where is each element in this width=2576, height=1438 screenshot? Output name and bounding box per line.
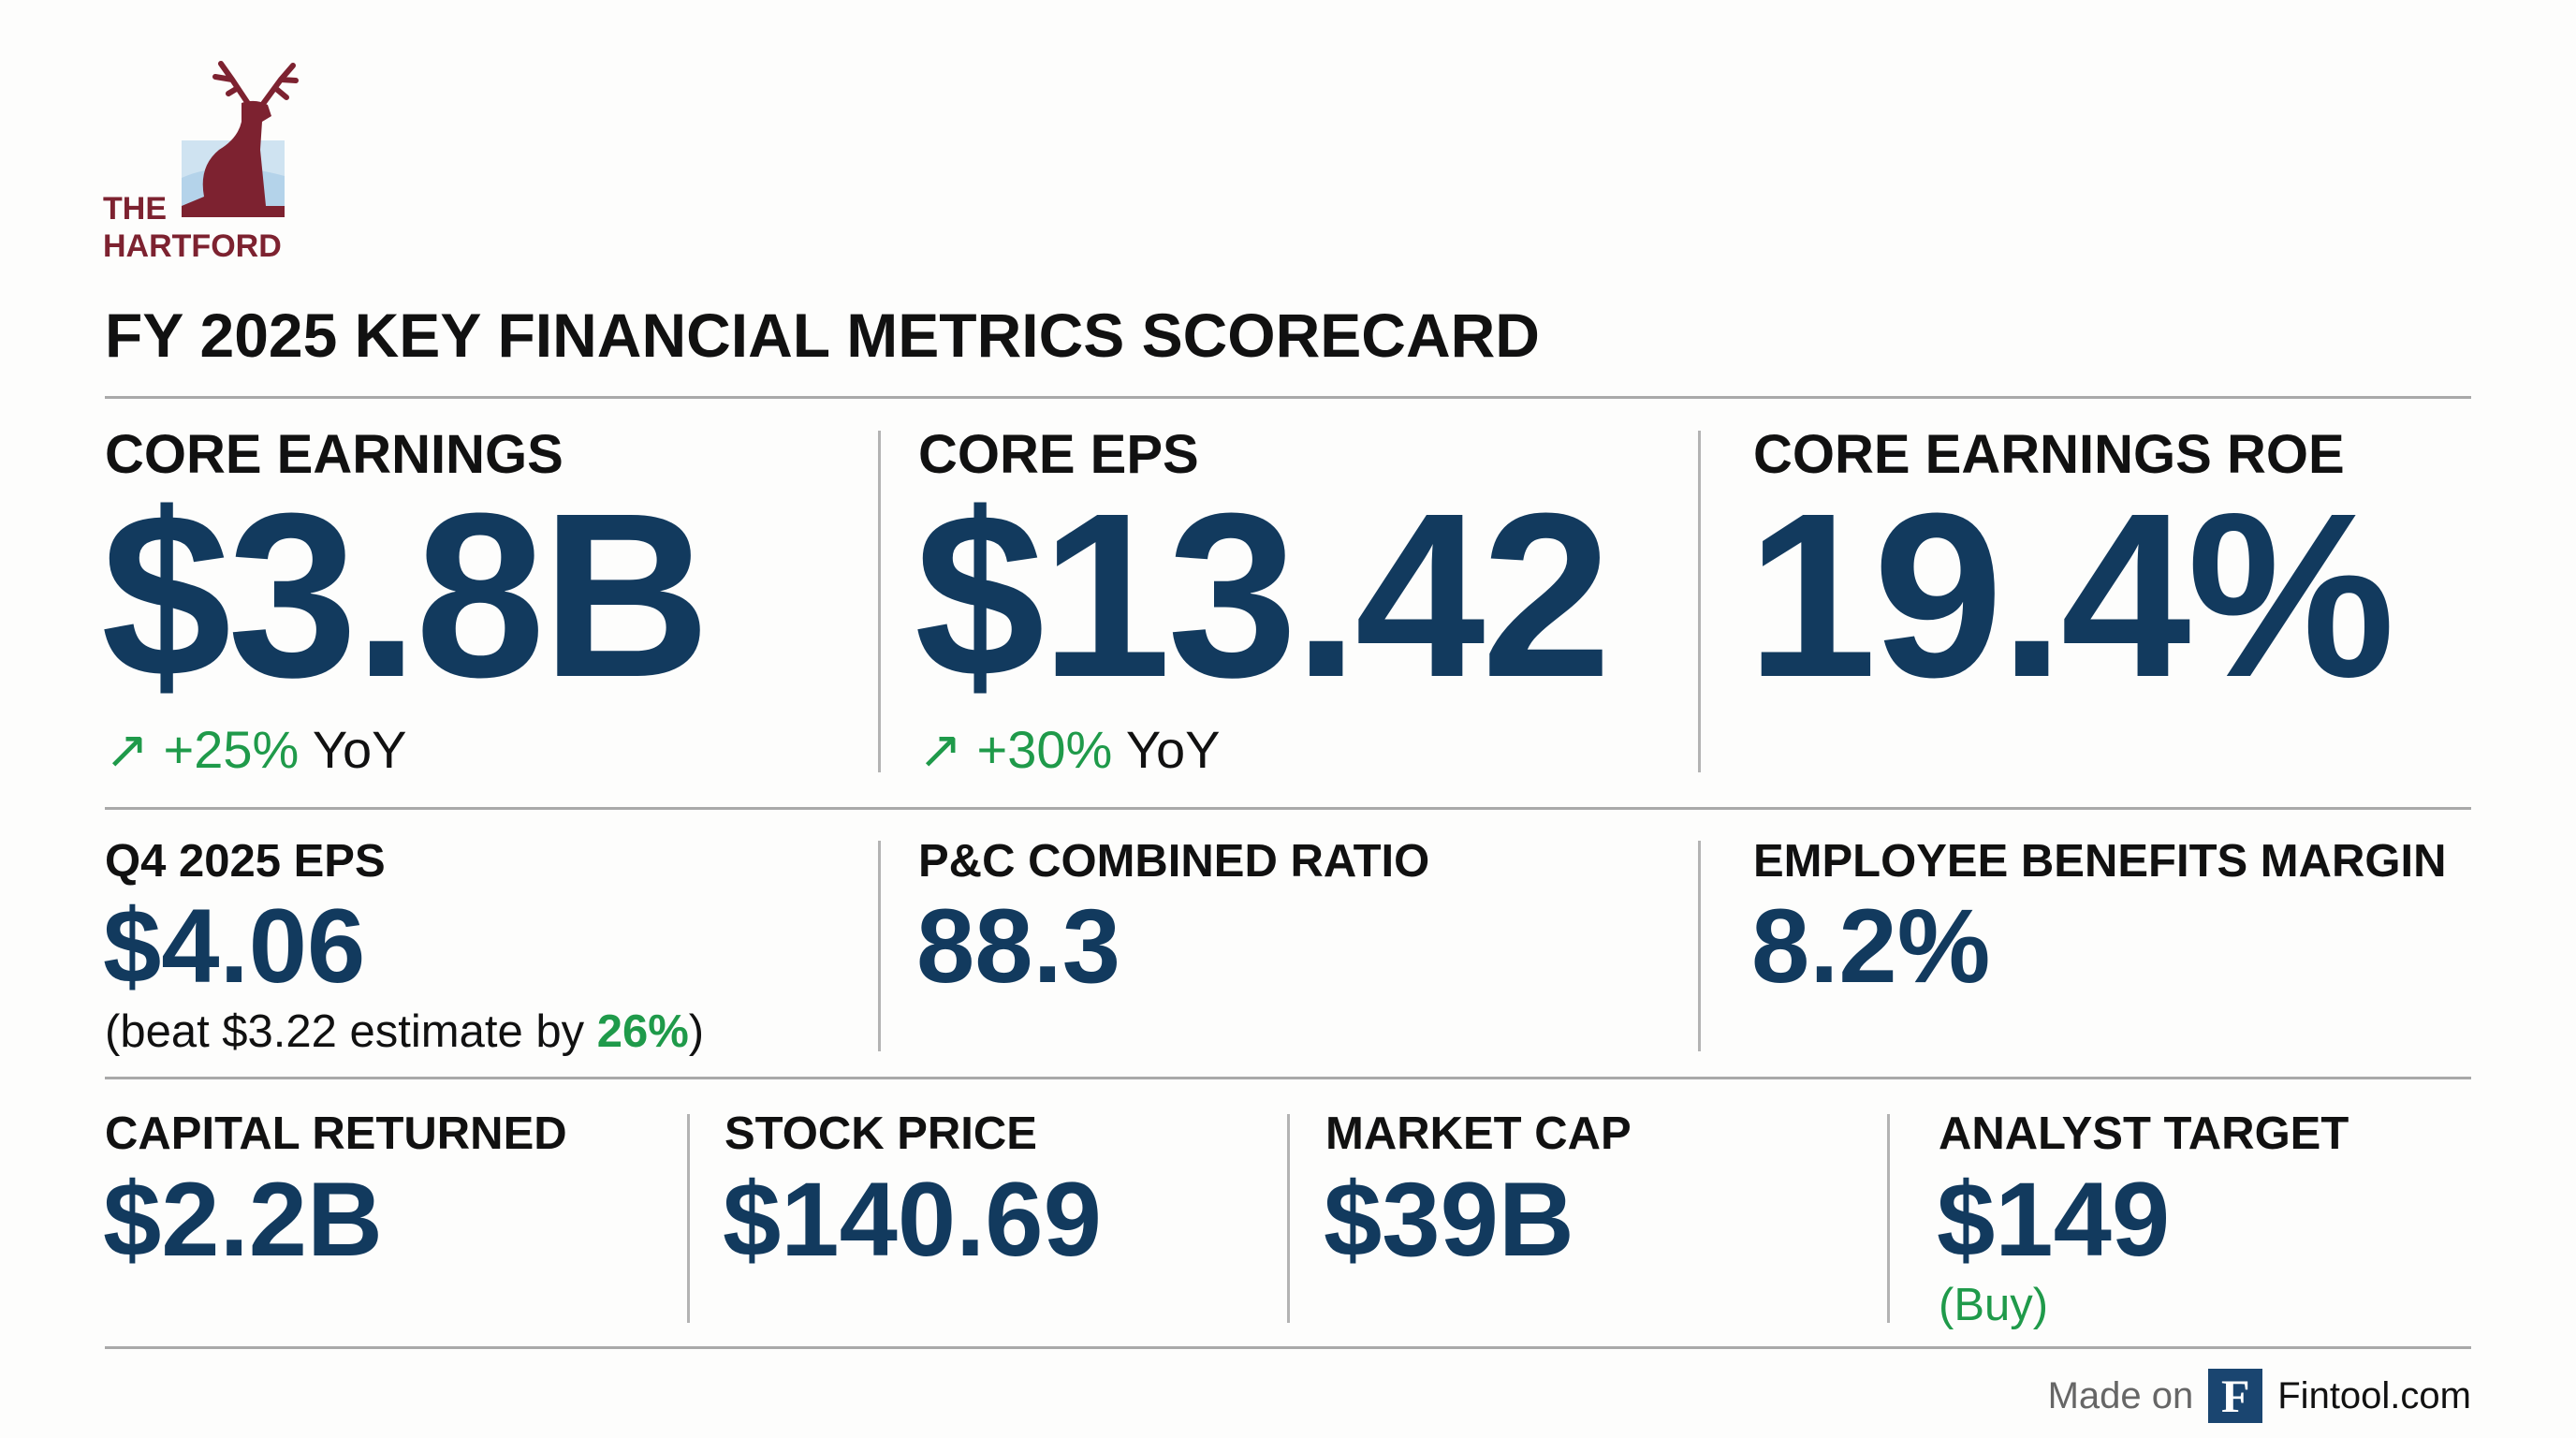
metric-note: (beat $3.22 estimate by 26%)	[105, 1006, 705, 1058]
hartford-logo: THE HARTFORD	[101, 56, 316, 271]
metric-value: 19.4%	[1747, 464, 2395, 726]
metric-value: $13.42	[915, 464, 1612, 726]
logo-text-hartford: HARTFORD	[103, 228, 282, 264]
metric-value: 8.2%	[1751, 888, 1991, 1005]
metric-value: $140.69	[723, 1161, 1102, 1278]
metric-value: $39B	[1324, 1161, 1574, 1278]
divider	[1698, 841, 1701, 1051]
footer-attribution: Made on F Fintool.com	[2048, 1369, 2471, 1423]
divider	[687, 1114, 690, 1323]
metric-value: $149	[1937, 1161, 2171, 1278]
note-highlight: 26%	[596, 1006, 689, 1057]
metric-label: STOCK PRICE	[724, 1108, 1037, 1159]
divider	[105, 396, 2471, 399]
arrow-up-right-icon: ↗	[918, 720, 962, 779]
logo-text-the: THE	[103, 191, 167, 227]
note-text: )	[688, 1006, 705, 1057]
note-text: (beat $3.22 estimate by	[105, 1006, 597, 1057]
divider	[105, 807, 2471, 810]
metric-value: 88.3	[916, 888, 1120, 1005]
divider	[878, 431, 881, 772]
divider	[1287, 1114, 1290, 1323]
metric-label: CAPITAL RETURNED	[105, 1108, 567, 1159]
change-value: +30%	[976, 720, 1113, 779]
analyst-rating: (Buy)	[1939, 1280, 2049, 1330]
change-value: +25%	[163, 720, 300, 779]
metric-label: CORE EARNINGS	[105, 424, 564, 485]
metric-label: Q4 2025 EPS	[105, 836, 386, 887]
metric-value: $2.2B	[103, 1161, 383, 1278]
arrow-up-right-icon: ↗	[105, 720, 149, 779]
metric-change: ↗ +25% YoY	[105, 721, 407, 779]
metric-label: CORE EARNINGS ROE	[1753, 424, 2345, 485]
divider	[105, 1346, 2471, 1349]
metric-label: EMPLOYEE BENEFITS MARGIN	[1753, 836, 2447, 887]
page-title: FY 2025 KEY FINANCIAL METRICS SCORECARD	[105, 301, 1540, 370]
metric-label: MARKET CAP	[1325, 1108, 1632, 1159]
metric-label: ANALYST TARGET	[1939, 1108, 2349, 1159]
made-on-text: Made on	[2047, 1375, 2194, 1416]
change-suffix: YoY	[312, 720, 407, 779]
stag-logo-icon	[182, 61, 299, 217]
fintool-logo-icon: F	[2208, 1369, 2263, 1423]
divider	[105, 1077, 2471, 1079]
divider	[878, 841, 881, 1051]
fintool-link[interactable]: Fintool.com	[2277, 1375, 2471, 1416]
metric-label: P&C COMBINED RATIO	[918, 836, 1430, 887]
metric-value: $4.06	[103, 888, 366, 1005]
divider	[1698, 431, 1701, 772]
metric-label: CORE EPS	[918, 424, 1199, 485]
divider	[1887, 1114, 1890, 1323]
metric-value: $3.8B	[101, 464, 710, 726]
change-suffix: YoY	[1125, 720, 1221, 779]
metric-change: ↗ +30% YoY	[918, 721, 1221, 779]
